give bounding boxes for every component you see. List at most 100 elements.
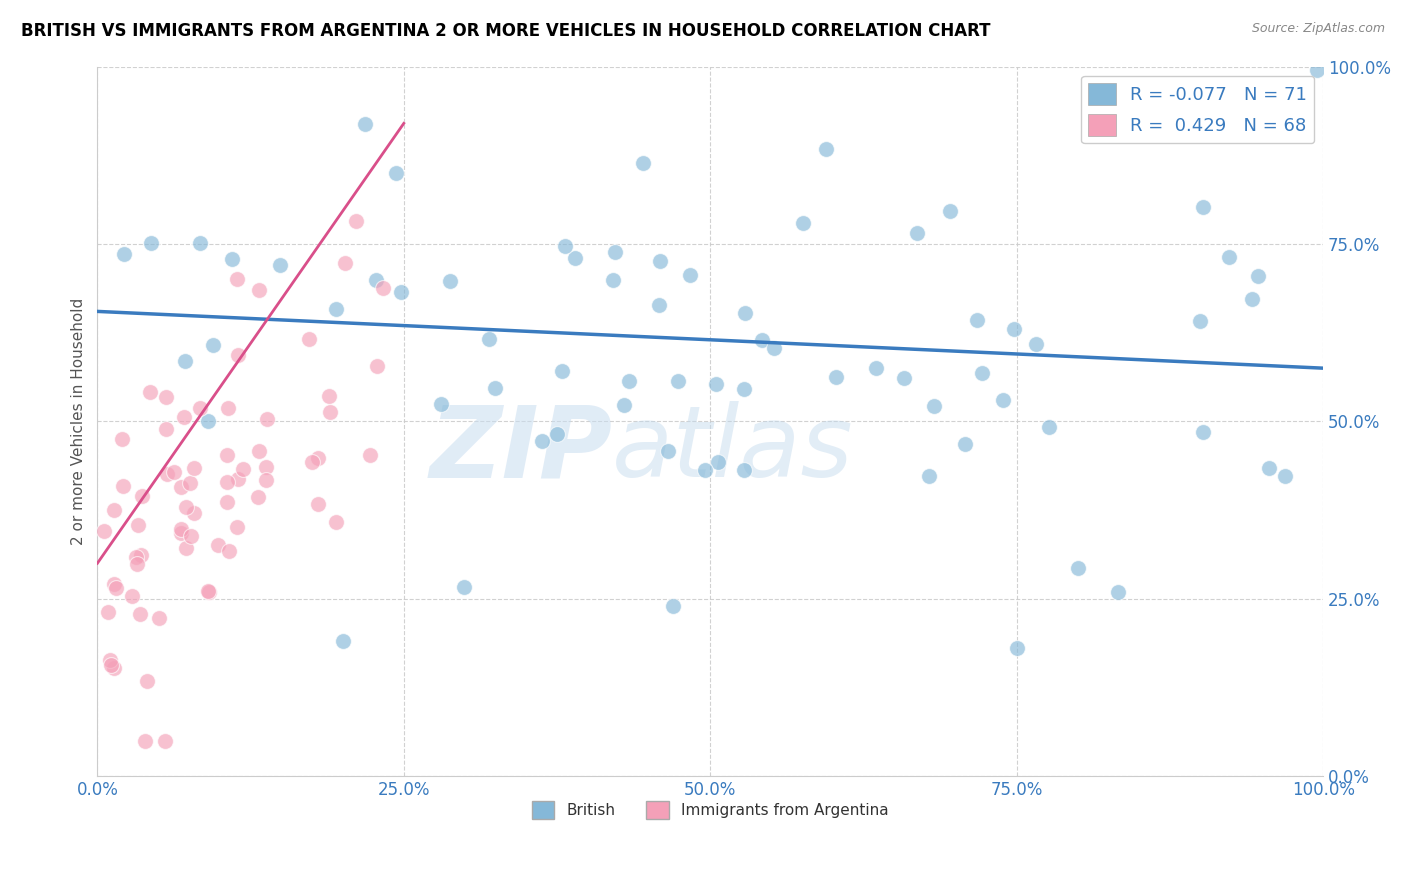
Point — [201, 338, 224, 352]
Point — [174, 541, 197, 555]
Point — [605, 245, 627, 260]
Point — [125, 557, 148, 571]
Point — [325, 515, 347, 529]
Point — [103, 661, 125, 675]
Point — [1258, 461, 1281, 475]
Text: BRITISH VS IMMIGRANTS FROM ARGENTINA 2 OR MORE VEHICLES IN HOUSEHOLD CORRELATION: BRITISH VS IMMIGRANTS FROM ARGENTINA 2 O… — [21, 22, 991, 40]
Point — [366, 359, 388, 374]
Point — [763, 341, 786, 355]
Point — [176, 500, 198, 514]
Point — [1066, 561, 1088, 575]
Point — [307, 451, 329, 466]
Point — [695, 463, 717, 477]
Point — [183, 461, 205, 475]
Point — [1025, 337, 1047, 351]
Point — [197, 414, 219, 428]
Point — [221, 252, 243, 266]
Point — [319, 405, 342, 419]
Point — [966, 312, 988, 326]
Point — [256, 412, 278, 426]
Point — [156, 467, 179, 482]
Point — [733, 463, 755, 477]
Point — [215, 475, 238, 489]
Point — [1218, 250, 1240, 264]
Point — [100, 657, 122, 672]
Point — [226, 520, 249, 534]
Point — [104, 581, 127, 595]
Point — [173, 410, 195, 425]
Point — [148, 611, 170, 625]
Point — [197, 584, 219, 599]
Point — [792, 216, 814, 230]
Point — [825, 369, 848, 384]
Point — [354, 117, 377, 131]
Point — [232, 462, 254, 476]
Point — [865, 360, 887, 375]
Point — [301, 455, 323, 469]
Point — [198, 585, 221, 599]
Point — [179, 476, 201, 491]
Point — [318, 388, 340, 402]
Point — [478, 332, 501, 346]
Text: atlas: atlas — [612, 401, 853, 499]
Point — [96, 605, 118, 619]
Point — [613, 398, 636, 412]
Point — [391, 285, 413, 300]
Legend: British, Immigrants from Argentina: British, Immigrants from Argentina — [526, 795, 896, 825]
Point — [174, 354, 197, 368]
Point — [188, 236, 211, 251]
Point — [564, 252, 586, 266]
Point — [815, 142, 838, 156]
Point — [155, 422, 177, 436]
Point — [602, 273, 624, 287]
Point — [153, 733, 176, 747]
Point — [648, 298, 671, 312]
Point — [333, 256, 356, 270]
Point — [733, 382, 755, 396]
Point — [247, 443, 270, 458]
Point — [225, 272, 247, 286]
Point — [170, 526, 193, 541]
Point — [751, 333, 773, 347]
Point — [307, 497, 329, 511]
Point — [359, 448, 381, 462]
Point — [551, 364, 574, 378]
Point — [530, 434, 553, 448]
Point — [344, 214, 367, 228]
Point — [905, 226, 928, 240]
Point — [657, 444, 679, 458]
Point — [246, 490, 269, 504]
Point — [1306, 63, 1329, 78]
Point — [129, 548, 152, 562]
Point — [121, 590, 143, 604]
Point — [1107, 585, 1129, 599]
Point — [226, 472, 249, 486]
Point — [218, 544, 240, 558]
Point — [938, 203, 960, 218]
Point — [217, 401, 239, 415]
Point — [170, 522, 193, 536]
Point — [662, 599, 685, 613]
Point — [922, 399, 945, 413]
Point — [269, 258, 291, 272]
Point — [170, 480, 193, 494]
Point — [217, 494, 239, 508]
Point — [1188, 314, 1211, 328]
Point — [991, 392, 1014, 407]
Point — [617, 374, 640, 388]
Point — [453, 580, 475, 594]
Point — [893, 370, 915, 384]
Point — [666, 375, 689, 389]
Point — [650, 253, 672, 268]
Point — [112, 479, 135, 493]
Point — [631, 156, 654, 170]
Point — [112, 246, 135, 260]
Point — [131, 489, 153, 503]
Point — [125, 550, 148, 565]
Point — [678, 268, 700, 283]
Point — [180, 529, 202, 543]
Point — [298, 332, 321, 346]
Point — [183, 507, 205, 521]
Point — [955, 436, 977, 450]
Point — [373, 281, 395, 295]
